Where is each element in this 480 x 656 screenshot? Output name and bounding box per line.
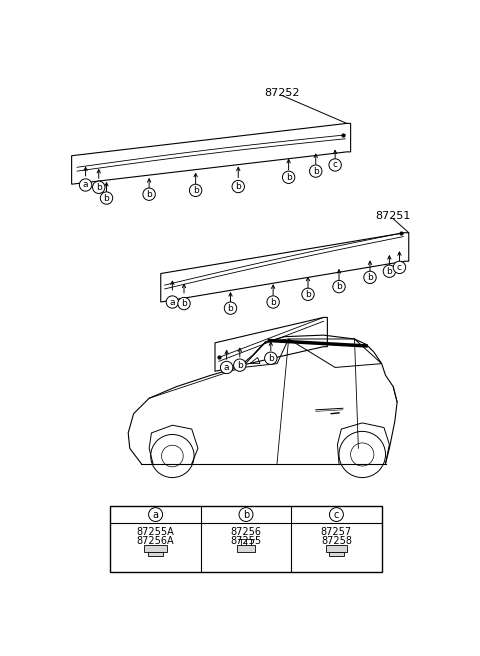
Circle shape	[166, 296, 179, 308]
FancyBboxPatch shape	[237, 544, 255, 552]
Circle shape	[93, 181, 105, 194]
FancyBboxPatch shape	[329, 552, 344, 556]
Text: 87255A: 87255A	[137, 527, 174, 537]
Text: a: a	[169, 298, 175, 306]
Circle shape	[329, 159, 341, 171]
FancyBboxPatch shape	[110, 506, 382, 571]
Text: b: b	[268, 354, 274, 363]
Circle shape	[149, 508, 163, 522]
Text: b: b	[243, 510, 249, 520]
Circle shape	[178, 297, 190, 310]
Circle shape	[282, 171, 295, 184]
Circle shape	[264, 352, 277, 364]
Circle shape	[220, 361, 233, 374]
Text: 87256: 87256	[230, 527, 262, 537]
Text: 87258: 87258	[321, 537, 352, 546]
Text: b: b	[305, 290, 311, 299]
Circle shape	[143, 188, 156, 200]
Text: b: b	[96, 183, 102, 192]
Text: b: b	[235, 182, 241, 191]
Circle shape	[364, 271, 376, 283]
Circle shape	[393, 261, 406, 274]
Text: b: b	[237, 361, 243, 370]
Circle shape	[302, 288, 314, 300]
FancyBboxPatch shape	[325, 544, 347, 552]
Polygon shape	[72, 123, 350, 184]
Circle shape	[232, 180, 244, 193]
Circle shape	[329, 508, 343, 522]
Circle shape	[333, 281, 345, 293]
Circle shape	[267, 296, 279, 308]
Text: b: b	[336, 282, 342, 291]
Text: c: c	[334, 510, 339, 520]
Circle shape	[79, 179, 92, 191]
Text: b: b	[313, 167, 319, 176]
Text: b: b	[386, 267, 392, 276]
Text: a: a	[83, 180, 88, 190]
Text: 87252: 87252	[264, 88, 300, 98]
Circle shape	[310, 165, 322, 177]
Text: 87257: 87257	[321, 527, 352, 537]
Text: b: b	[286, 173, 291, 182]
Text: c: c	[397, 263, 402, 272]
Circle shape	[190, 184, 202, 197]
Text: c: c	[333, 161, 337, 169]
Text: b: b	[181, 299, 187, 308]
Text: 87255: 87255	[230, 537, 262, 546]
Text: b: b	[146, 190, 152, 199]
Text: a: a	[153, 510, 158, 520]
Circle shape	[239, 508, 253, 522]
FancyBboxPatch shape	[148, 552, 163, 556]
Circle shape	[383, 265, 396, 277]
Circle shape	[100, 192, 113, 204]
FancyBboxPatch shape	[144, 544, 167, 552]
Text: b: b	[270, 298, 276, 306]
Text: b: b	[193, 186, 199, 195]
Text: b: b	[228, 304, 233, 313]
Circle shape	[234, 359, 246, 371]
Text: b: b	[367, 273, 373, 282]
Polygon shape	[161, 233, 409, 302]
Circle shape	[224, 302, 237, 314]
Text: a: a	[224, 363, 229, 372]
Text: 87251: 87251	[375, 211, 411, 221]
Polygon shape	[215, 318, 327, 371]
Text: b: b	[104, 194, 109, 203]
Text: 87256A: 87256A	[137, 537, 174, 546]
